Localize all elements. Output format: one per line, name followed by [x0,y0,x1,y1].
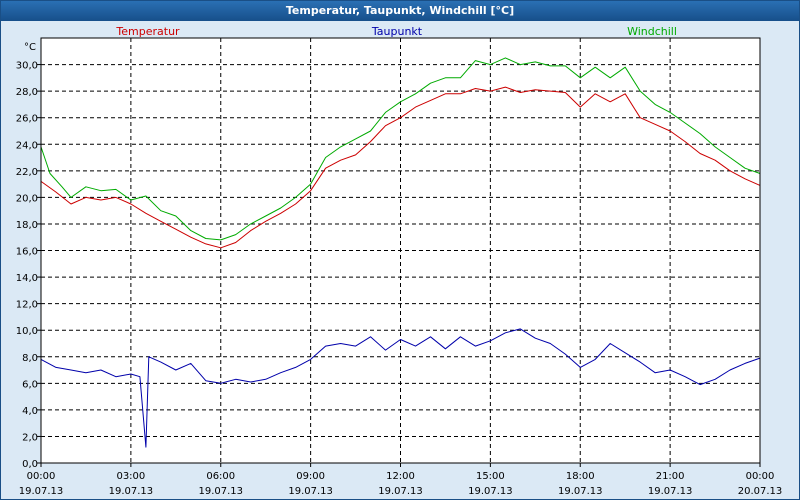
x-tick-time-label: 06:00 [206,471,235,482]
series-line-windchill [40,57,761,241]
y-tick-label: 10,0 [16,326,38,337]
y-tick-label: 0,0 [22,459,38,470]
x-tick-time-label: 15:00 [476,471,505,482]
x-tick-date-label: 19.07.13 [648,486,693,497]
y-tick-label: 16,0 [16,247,38,258]
x-tick-date-label: 19.07.13 [378,486,423,497]
y-tick-label: 8,0 [22,353,38,364]
y-tick-label: 22,0 [16,167,38,178]
legend-entry-windchill: Windchill [627,25,677,38]
y-tick-label: 24,0 [16,140,38,151]
y-tick-label: 6,0 [22,379,38,390]
axes-layer: 0,0 2,0 4,0 6,0 8,0 10,0 12,0 14,0 16,0 18,0 20,0 2… [16,37,783,497]
y-tick-label: 30,0 [16,61,38,72]
x-tick-date-label: 19.07.13 [109,486,154,497]
plot-border [40,37,761,464]
y-tick-label: 4,0 [22,406,38,417]
x-tick-time-label: 18:00 [566,471,595,482]
series-line-temperatur [40,86,761,249]
y-tick-label: 14,0 [16,273,38,284]
x-tick-date-label: 19.07.13 [19,486,64,497]
x-tick-time-label: 09:00 [296,471,325,482]
x-tick-date-label: 19.07.13 [468,486,513,497]
legend-entry-taupunkt: Taupunkt [371,25,423,38]
x-tick-date-label: 19.07.13 [288,486,333,497]
x-tick-time-label: 12:00 [386,471,415,482]
x-tick-time-label: 21:00 [656,471,685,482]
legend: Temperatur Taupunkt Windchill [115,25,677,38]
x-tick-time-label: 00:00 [746,471,775,482]
x-tick-time-label: 03:00 [116,471,145,482]
x-tick-date-label: 19.07.13 [198,486,243,497]
series-layer [40,57,761,448]
series-line-taupunkt [40,328,761,448]
x-tick-date-label: 19.07.13 [558,486,603,497]
y-tick-label: 18,0 [16,220,38,231]
window-title: Temperatur, Taupunkt, Windchill [°C] [1,1,799,21]
grid-lines [41,38,760,463]
legend-entry-temperatur: Temperatur [115,25,180,38]
x-tick-time-label: 00:00 [27,471,56,482]
y-tick-label: 26,0 [16,114,38,125]
y-tick-label: 28,0 [16,87,38,98]
y-tick-label: 20,0 [16,193,38,204]
y-tick-label: 12,0 [16,300,38,311]
y-tick-label: 2,0 [22,432,38,443]
y-axis-label: °C [24,42,36,53]
x-tick-date-label: 20.07.13 [738,486,783,497]
